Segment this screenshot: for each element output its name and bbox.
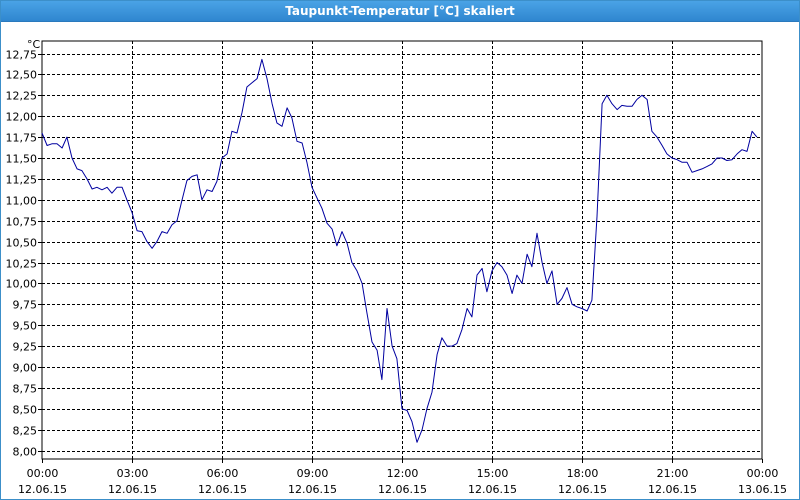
series-line bbox=[41, 58, 758, 443]
x-tick-time-label: 06:00 bbox=[207, 467, 239, 480]
x-tick-date-label: 12.06.15 bbox=[648, 483, 697, 496]
y-tick-label: 8,50 bbox=[13, 404, 38, 417]
x-tick-time-label: 15:00 bbox=[477, 467, 509, 480]
x-tick-time-label: 09:00 bbox=[297, 467, 329, 480]
x-tick-time-label: 00:00 bbox=[27, 467, 59, 480]
chart-title: Taupunkt-Temperatur [°C] skaliert bbox=[1, 1, 799, 22]
grid bbox=[42, 41, 762, 459]
x-tick-date-label: 12.06.15 bbox=[378, 483, 427, 496]
y-tick-label: 12,25 bbox=[6, 90, 38, 103]
x-tick-date-label: 12.06.15 bbox=[18, 483, 67, 496]
y-tick-label: 12,75 bbox=[6, 49, 38, 62]
y-tick-label: 11,50 bbox=[6, 153, 38, 166]
x-axis: 00:00 12.06.15 03:00 12.06.15 06:00 12.06.15 0… bbox=[18, 459, 787, 496]
y-axis-unit-label: °C bbox=[27, 38, 41, 51]
y-tick-label: 9,50 bbox=[13, 320, 38, 333]
y-tick-label: 10,25 bbox=[6, 258, 38, 271]
y-tick-label: 9,00 bbox=[13, 362, 38, 375]
y-tick-label: 10,75 bbox=[6, 216, 38, 229]
y-tick-label: 9,75 bbox=[13, 299, 38, 312]
y-tick-label: 11,25 bbox=[6, 174, 38, 187]
y-tick-label: 11,75 bbox=[6, 132, 38, 145]
y-tick-label: 10,50 bbox=[6, 237, 38, 250]
x-tick-date-label: 12.06.15 bbox=[108, 483, 157, 496]
y-tick-label: 9,25 bbox=[13, 341, 38, 354]
x-tick-time-label: 03:00 bbox=[117, 467, 149, 480]
x-tick-date-label: 13.06.15 bbox=[738, 483, 787, 496]
x-tick-date-label: 12.06.15 bbox=[288, 483, 337, 496]
y-tick-label: 10,00 bbox=[6, 278, 38, 291]
x-tick-time-label: 12:00 bbox=[387, 467, 419, 480]
dewpoint-line-chart: 12,75 12,50 12,25 12,00 11,75 11,50 11,25 11,00… bbox=[6, 38, 787, 496]
y-tick-label: 8,00 bbox=[13, 446, 38, 459]
x-tick-date-label: 12.06.15 bbox=[558, 483, 607, 496]
x-tick-time-label: 18:00 bbox=[567, 467, 599, 480]
y-tick-label: 12,50 bbox=[6, 69, 38, 82]
x-tick-time-label: 00:00 bbox=[747, 467, 779, 480]
y-tick-label: 11,00 bbox=[6, 195, 38, 208]
x-tick-date-label: 12.06.15 bbox=[198, 483, 247, 496]
x-tick-time-label: 21:00 bbox=[657, 467, 689, 480]
y-tick-label: 12,00 bbox=[6, 111, 38, 124]
x-tick-date-label: 12.06.15 bbox=[468, 483, 517, 496]
y-tick-label: 8,25 bbox=[13, 425, 38, 438]
y-tick-label: 8,75 bbox=[13, 383, 38, 396]
y-axis: 12,75 12,50 12,25 12,00 11,75 11,50 11,25 11,00… bbox=[6, 49, 42, 459]
